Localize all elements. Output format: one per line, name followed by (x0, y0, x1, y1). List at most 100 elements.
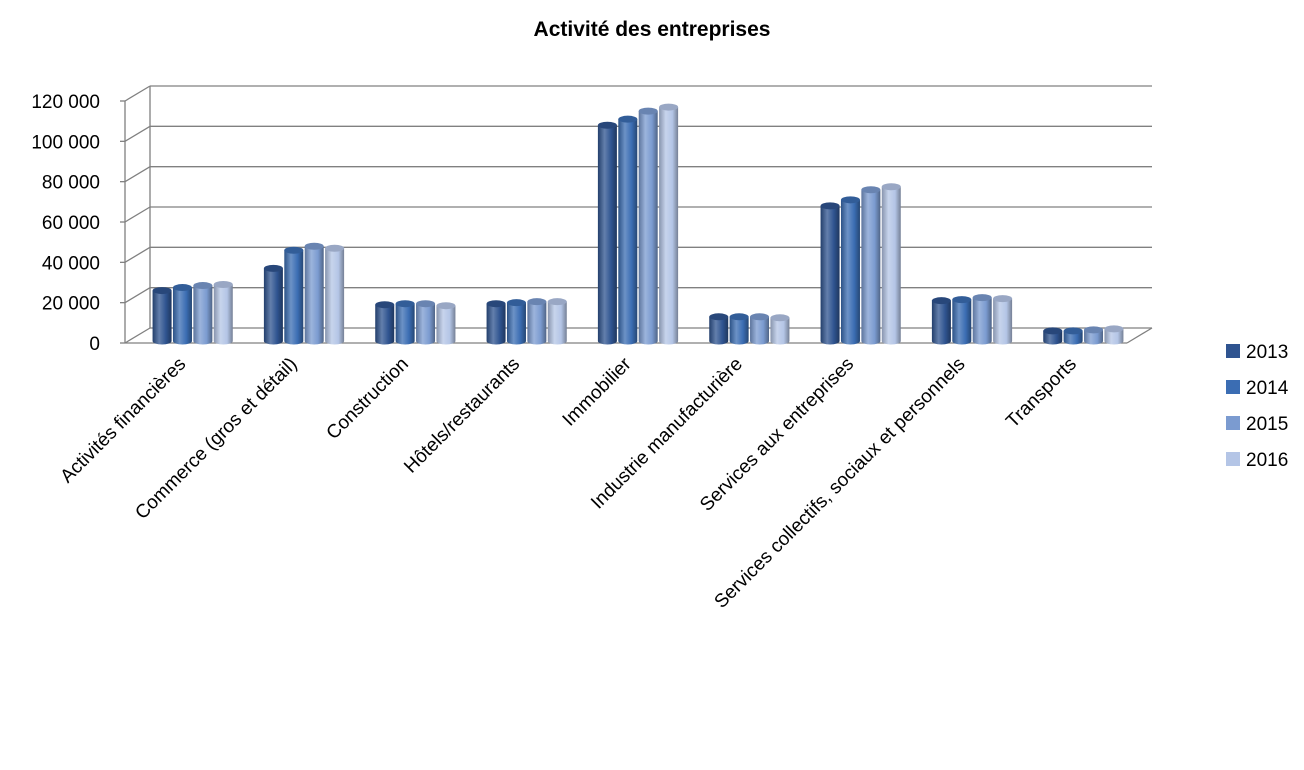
bar-services-aux-entreprises-2015 (861, 186, 881, 345)
bar-cap (638, 107, 658, 115)
bar-group-services-aux-entreprises (820, 183, 901, 345)
gridline-side (124, 166, 151, 183)
bar-cap (952, 296, 972, 304)
gridline-side (124, 287, 151, 304)
bar-cap (172, 284, 192, 292)
legend-item-2014: 2014 (1226, 378, 1289, 399)
bar-cap (618, 115, 638, 123)
bar-cap (395, 300, 415, 308)
bar-cap (881, 183, 901, 191)
y-tick-label: 60 000 (42, 213, 100, 234)
bar-cap (486, 300, 506, 308)
bar-cap (193, 282, 213, 290)
legend-label: 2014 (1246, 378, 1289, 399)
bar-construction-2016 (436, 302, 456, 345)
bar-industrie-manufacturiere-2015 (750, 313, 770, 345)
bar-industrie-manufacturiere-2016 (770, 314, 790, 345)
y-tick-label: 20 000 (42, 294, 100, 315)
bar-cap (1043, 327, 1063, 335)
legend-label: 2013 (1246, 342, 1288, 363)
bar-industrie-manufacturiere-2013 (709, 313, 729, 345)
bar-cap (1063, 327, 1083, 335)
bar-hotels-restaurants-2015 (527, 298, 547, 345)
bar-cap (770, 314, 790, 322)
bar-construction-2014 (395, 300, 415, 345)
bar-cap (1104, 325, 1124, 333)
bar-group-activites-financieres (152, 281, 233, 345)
chart-title: Activité des entreprises (533, 18, 771, 41)
bar-cap (325, 244, 345, 252)
bar-services-aux-entreprises-2016 (881, 183, 901, 345)
bar-cap (1084, 326, 1104, 334)
bar-activites-financieres-2015 (193, 282, 213, 345)
bar-immobilier-2015 (638, 107, 658, 345)
bar-group-industrie-manufacturiere (709, 313, 790, 345)
bar-cap (284, 246, 304, 254)
bar-cap (659, 103, 679, 111)
bar-group-immobilier (597, 103, 679, 345)
bar-cap (931, 297, 951, 305)
bar-group-services-collectifs-sociaux-et-personnels (931, 294, 1013, 345)
bar-transports-2013 (1043, 327, 1063, 345)
bar-cap (547, 298, 567, 306)
legend-swatch (1226, 452, 1240, 466)
floor-right-edge (1126, 327, 1153, 344)
bar-hotels-restaurants-2013 (486, 300, 506, 345)
legend-swatch (1226, 380, 1240, 394)
bar-services-collectifs-sociaux-et-personnels-2013 (931, 297, 951, 345)
bar-commerce-gros-et-detail-2014 (284, 246, 304, 345)
bar-cap (709, 313, 729, 321)
legend-item-2016: 2016 (1226, 450, 1288, 471)
bar-commerce-gros-et-detail-2013 (263, 264, 283, 345)
gridline-side (124, 125, 151, 142)
legend-label: 2016 (1246, 450, 1288, 471)
bar-immobilier-2014 (618, 115, 638, 345)
y-tick-label: 0 (89, 334, 100, 355)
bar-cap (597, 121, 617, 129)
bar-services-collectifs-sociaux-et-personnels-2016 (993, 295, 1013, 345)
y-tick-label: 100 000 (31, 132, 100, 153)
bar-cap (263, 264, 283, 272)
bar-construction-2013 (375, 301, 395, 345)
bar-activites-financieres-2013 (152, 287, 172, 345)
bar-cap (436, 302, 456, 310)
legend-item-2015: 2015 (1226, 414, 1288, 435)
y-axis-tick-labels: 0 20 000 40 000 60 000 80 000 100 000 120 000 (31, 92, 100, 355)
bars (152, 103, 1124, 345)
bar-cap (820, 202, 840, 210)
bar-group-commerce-gros-et-detail (263, 242, 345, 345)
bar-transports-2014 (1063, 327, 1083, 345)
bar-cap (861, 186, 881, 194)
bar-services-aux-entreprises-2014 (840, 196, 860, 345)
bar-cap (527, 298, 547, 306)
bar-cap (213, 281, 233, 289)
legend-swatch (1226, 344, 1240, 358)
legend-label: 2015 (1246, 414, 1288, 435)
bar-commerce-gros-et-detail-2015 (304, 242, 324, 345)
legend: 2013 2014 2015 2016 (1226, 342, 1289, 471)
bar-group-transports (1043, 325, 1124, 345)
bar-cap (729, 313, 749, 321)
y-tick-label: 80 000 (42, 173, 100, 194)
bar-cap (840, 196, 860, 204)
bar-activites-financieres-2016 (213, 281, 233, 345)
bar-cap (416, 300, 436, 308)
bar-group-construction (375, 300, 456, 345)
category-label-construction: Construction (323, 354, 413, 444)
legend-item-2013: 2013 (1226, 342, 1288, 363)
bar-cap (304, 242, 324, 250)
category-label-immobilier: Immobilier (559, 353, 636, 430)
gridline-side (124, 246, 151, 263)
bar-industrie-manufacturiere-2014 (729, 313, 749, 345)
bar-hotels-restaurants-2016 (547, 298, 567, 345)
bar-cap (375, 301, 395, 309)
bar-services-aux-entreprises-2013 (820, 202, 840, 345)
gridline-side (124, 85, 151, 102)
bar-transports-2016 (1104, 325, 1124, 345)
bar-commerce-gros-et-detail-2016 (325, 244, 345, 345)
bar-cap (506, 299, 526, 307)
bar-hotels-restaurants-2014 (506, 299, 526, 345)
bar-services-collectifs-sociaux-et-personnels-2014 (952, 296, 972, 345)
bar-services-collectifs-sociaux-et-personnels-2015 (972, 294, 992, 345)
